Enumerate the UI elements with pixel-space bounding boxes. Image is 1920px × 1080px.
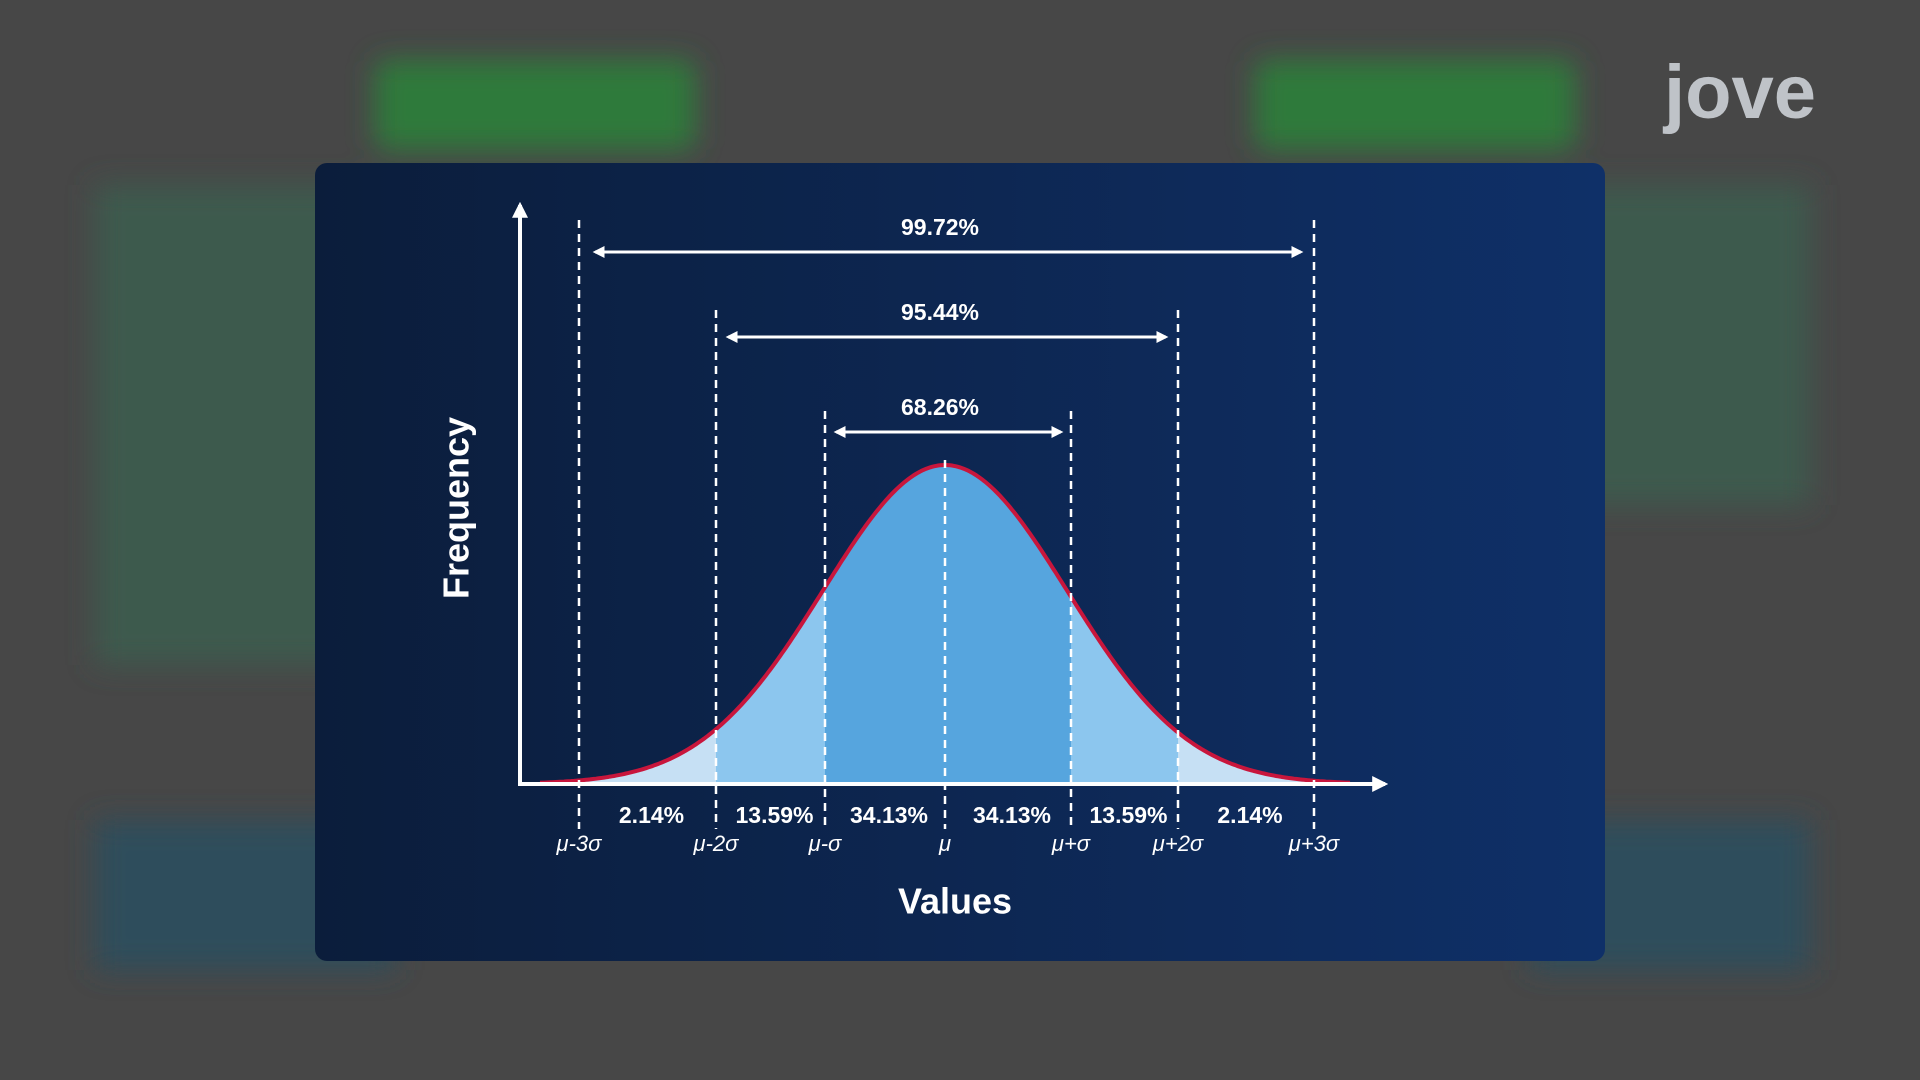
segment-label: 34.13% <box>973 802 1051 828</box>
range-label: 68.26% <box>901 394 979 420</box>
segment-label: 2.14% <box>1217 802 1282 828</box>
marker-label: μ+2σ <box>1152 831 1204 856</box>
range-label: 95.44% <box>901 299 979 325</box>
marker-label: μ <box>938 831 951 856</box>
segment-label: 13.59% <box>1089 802 1167 828</box>
x-axis-label: Values <box>898 881 1012 922</box>
curve-area <box>716 587 825 784</box>
curve-area <box>1178 732 1350 784</box>
marker-label: μ+σ <box>1051 831 1091 856</box>
segment-label: 2.14% <box>619 802 684 828</box>
curve-area <box>825 465 1071 784</box>
range-label: 99.72% <box>901 214 979 240</box>
curve-area <box>1071 596 1178 784</box>
marker-label: μ-σ <box>808 831 842 856</box>
segment-label: 34.13% <box>850 802 928 828</box>
y-axis-label: Frequency <box>436 417 477 599</box>
marker-label: μ-3σ <box>556 831 603 856</box>
marker-label: μ+3σ <box>1288 831 1340 856</box>
logo: jove <box>1662 50 1816 135</box>
plot: μ-3σ μ-2σ μ-σ μ μ+σ μ+2σ μ+3σ2.14% 13.59% 34.13%… <box>539 214 1351 856</box>
curve-area <box>540 729 716 784</box>
segment-label: 13.59% <box>735 802 813 828</box>
marker-label: μ-2σ <box>693 831 740 856</box>
